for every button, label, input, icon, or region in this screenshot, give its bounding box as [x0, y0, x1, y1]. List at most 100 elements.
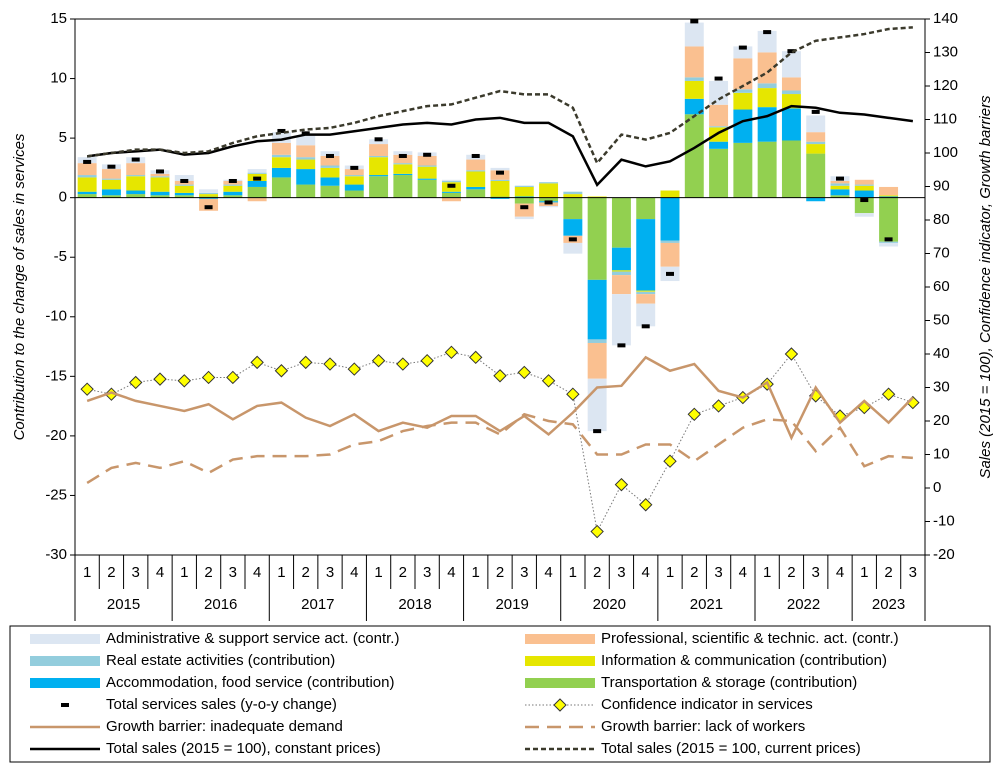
total-marker [496, 170, 504, 175]
bar-segment [709, 148, 729, 198]
bar-segment [514, 186, 534, 197]
bar-segment [150, 195, 170, 198]
bar-segment [296, 169, 316, 185]
y2-tick-label: 90 [933, 177, 950, 194]
diamond-marker [566, 387, 580, 401]
total-marker [131, 157, 140, 162]
y-tick-label: -25 [45, 486, 67, 503]
bar-segment [611, 270, 631, 272]
diamond-marker [299, 355, 313, 370]
x-tick-label: 3 [909, 564, 917, 581]
y2-tick-label: 70 [933, 244, 950, 261]
total-marker [253, 176, 262, 181]
diamond-marker [347, 362, 361, 376]
total-marker [398, 153, 407, 158]
bar-segment [490, 179, 510, 181]
bar-segment [587, 197, 607, 280]
y-axis-title: Contribution to the change of sales in s… [11, 133, 28, 440]
diamond-marker [250, 355, 264, 370]
bar-segment [709, 126, 729, 128]
total-marker [617, 343, 626, 348]
bar-segment [757, 88, 777, 108]
y2-tick-label: 10 [933, 445, 950, 462]
x-tick-label: 4 [544, 564, 552, 581]
bar-segment [709, 104, 729, 127]
bar-segment [587, 279, 607, 340]
bar-segment [879, 197, 899, 242]
bar-segment [393, 164, 413, 174]
bar-segment [611, 275, 631, 295]
diamond-marker [444, 345, 459, 360]
year-label: 2018 [398, 596, 431, 613]
bar-segment [587, 339, 607, 343]
total-marker [350, 165, 359, 170]
bar-segment [781, 51, 801, 78]
bar-segment [150, 173, 170, 177]
bar-segment [369, 176, 389, 198]
bar-segment [830, 183, 850, 186]
y2-tick-label: 140 [933, 10, 958, 27]
bar-segment [77, 194, 97, 198]
bar-segment [806, 141, 826, 145]
x-tick-label: 3 [812, 564, 820, 581]
bar-segment [150, 191, 170, 196]
y2-tick-label: 110 [933, 110, 957, 127]
year-label: 2019 [495, 596, 528, 613]
diamond-marker [129, 375, 143, 390]
bar-segment [563, 242, 583, 254]
bar-segment [514, 197, 534, 204]
bar-segment [636, 294, 656, 304]
bar-segment [781, 77, 801, 91]
series-line [86, 26, 913, 166]
x-tick-label: 1 [860, 564, 868, 581]
bar-segment [271, 132, 291, 143]
bar-segment [223, 195, 243, 198]
bar-segment [514, 196, 534, 198]
bar-segment [879, 186, 899, 196]
bar-segment [563, 194, 583, 198]
bar-segment [733, 46, 753, 59]
bar-segment [854, 185, 874, 191]
bar-segment [126, 190, 146, 195]
total-marker [763, 30, 772, 35]
x-tick-label: 1 [374, 564, 382, 581]
bar-segment [466, 189, 486, 198]
y2-tick-label: 50 [933, 311, 950, 328]
bar-segment [514, 203, 534, 217]
bar-segment [271, 154, 291, 158]
series-line [86, 412, 913, 485]
bar-segment [223, 185, 243, 192]
total-marker [593, 429, 602, 434]
x-tick-label: 1 [569, 564, 577, 581]
total-marker [447, 183, 456, 188]
bar-segment [466, 170, 486, 172]
y2-axis-title: Sales (2015 = 100), Confidence indicator… [977, 95, 994, 479]
total-marker [811, 109, 820, 114]
bar-segment [709, 141, 729, 149]
bar-segment [611, 294, 631, 346]
total-marker [326, 153, 334, 158]
y-tick-label: -5 [54, 248, 67, 265]
bar-segment [369, 157, 389, 176]
bar-segment [660, 242, 680, 267]
bar-segment [247, 186, 267, 198]
bar-segment [271, 157, 291, 168]
bar-segment [806, 144, 826, 154]
bar-segment [733, 58, 753, 90]
bar-segment [199, 194, 219, 197]
diamond-marker [201, 370, 216, 385]
bar-segment [441, 197, 461, 202]
bar-segment [344, 184, 364, 191]
bar-segment [199, 198, 219, 211]
diamond-marker [371, 353, 386, 368]
x-tick-label: 1 [180, 564, 188, 581]
x-tick-label: 2 [884, 564, 892, 581]
year-label: 2022 [787, 596, 820, 613]
bar-segment [393, 175, 413, 198]
bar-segment [854, 197, 874, 214]
total-marker [471, 153, 480, 158]
bar-segment [611, 271, 631, 276]
x-tick-label: 3 [326, 564, 334, 581]
bar-segment [854, 179, 874, 185]
